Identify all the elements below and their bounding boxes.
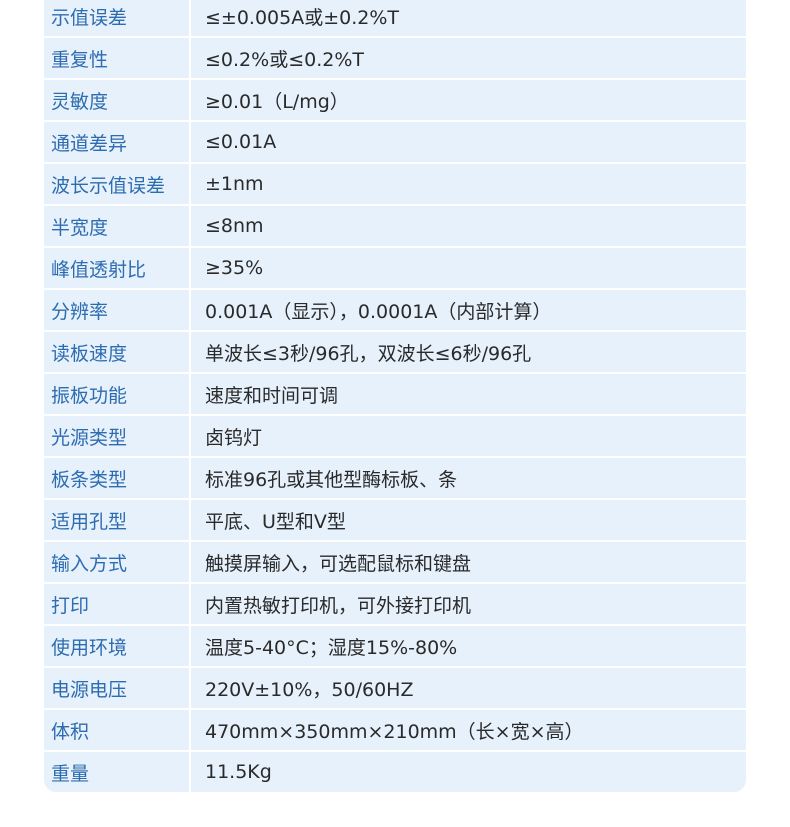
- spec-label: 板条类型: [44, 458, 189, 498]
- spec-value: 卤钨灯: [191, 416, 746, 456]
- spec-label: 通道差异: [44, 122, 189, 162]
- spec-label: 电源电压: [44, 668, 189, 708]
- spec-value: 内置热敏打印机，可外接打印机: [191, 584, 746, 624]
- spec-value: ≥35%: [191, 248, 746, 288]
- table-row: 振板功能 速度和时间可调: [44, 374, 746, 414]
- spec-label: 分辨率: [44, 290, 189, 330]
- spec-value: ≤0.2%或≤0.2%T: [191, 38, 746, 78]
- table-row: 波长示值误差 ±1nm: [44, 164, 746, 204]
- spec-label: 体积: [44, 710, 189, 750]
- spec-value: 220V±10%，50/60HZ: [191, 668, 746, 708]
- table-row: 示值误差 ≤±0.005A或±0.2%T: [44, 0, 746, 36]
- table-row: 体积 470mm×350mm×210mm（长×宽×高）: [44, 710, 746, 750]
- spec-value: ≥0.01（L/mg）: [191, 80, 746, 120]
- spec-label: 输入方式: [44, 542, 189, 582]
- spec-value: ≤8nm: [191, 206, 746, 246]
- spec-value: ±1nm: [191, 164, 746, 204]
- table-row: 打印 内置热敏打印机，可外接打印机: [44, 584, 746, 624]
- table-row: 适用孔型 平底、U型和V型: [44, 500, 746, 540]
- table-row: 分辨率 0.001A（显示），0.0001A（内部计算）: [44, 290, 746, 330]
- table-row: 半宽度 ≤8nm: [44, 206, 746, 246]
- spec-value: 温度5-40°C；湿度15%-80%: [191, 626, 746, 666]
- spec-value: ≤±0.005A或±0.2%T: [191, 0, 746, 36]
- spec-label: 打印: [44, 584, 189, 624]
- spec-label: 光源类型: [44, 416, 189, 456]
- table-row: 峰值透射比 ≥35%: [44, 248, 746, 288]
- spec-value: 470mm×350mm×210mm（长×宽×高）: [191, 710, 746, 750]
- table-row: 重量 11.5Kg: [44, 752, 746, 792]
- spec-label: 使用环境: [44, 626, 189, 666]
- spec-label: 示值误差: [44, 0, 189, 36]
- spec-label: 振板功能: [44, 374, 189, 414]
- spec-value: 速度和时间可调: [191, 374, 746, 414]
- table-row: 电源电压 220V±10%，50/60HZ: [44, 668, 746, 708]
- spec-label: 读板速度: [44, 332, 189, 372]
- spec-value: 标准96孔或其他型酶标板、条: [191, 458, 746, 498]
- spec-value: 触摸屏输入，可选配鼠标和键盘: [191, 542, 746, 582]
- table-row: 灵敏度 ≥0.01（L/mg）: [44, 80, 746, 120]
- table-row: 板条类型 标准96孔或其他型酶标板、条: [44, 458, 746, 498]
- spec-value: 平底、U型和V型: [191, 500, 746, 540]
- spec-value: 11.5Kg: [191, 752, 746, 792]
- table-row: 输入方式 触摸屏输入，可选配鼠标和键盘: [44, 542, 746, 582]
- spec-value: 单波长≤3秒/96孔，双波长≤6秒/96孔: [191, 332, 746, 372]
- spec-label: 重复性: [44, 38, 189, 78]
- spec-label: 波长示值误差: [44, 164, 189, 204]
- spec-label: 重量: [44, 752, 189, 792]
- table-row: 重复性 ≤0.2%或≤0.2%T: [44, 38, 746, 78]
- spec-value: ≤0.01A: [191, 122, 746, 162]
- spec-table: 示值误差 ≤±0.005A或±0.2%T 重复性 ≤0.2%或≤0.2%T 灵敏度 ≥0.…: [44, 0, 746, 792]
- table-row: 读板速度 单波长≤3秒/96孔，双波长≤6秒/96孔: [44, 332, 746, 372]
- table-row: 通道差异 ≤0.01A: [44, 122, 746, 162]
- spec-label: 半宽度: [44, 206, 189, 246]
- table-row: 光源类型 卤钨灯: [44, 416, 746, 456]
- table-row: 使用环境 温度5-40°C；湿度15%-80%: [44, 626, 746, 666]
- spec-label: 灵敏度: [44, 80, 189, 120]
- spec-label: 适用孔型: [44, 500, 189, 540]
- spec-value: 0.001A（显示），0.0001A（内部计算）: [191, 290, 746, 330]
- spec-label: 峰值透射比: [44, 248, 189, 288]
